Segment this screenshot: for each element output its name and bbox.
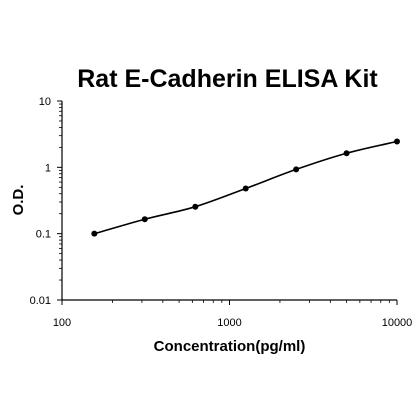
data-point	[343, 150, 350, 157]
data-point	[91, 230, 98, 237]
y-tick-label: 1	[45, 162, 51, 174]
y-tick-label: 10	[39, 96, 51, 108]
data-point	[293, 166, 300, 173]
x-axis-label: Concentration(pg/ml)	[153, 338, 306, 355]
x-tick-label: 10000	[382, 317, 413, 329]
y-tick-label: 0.1	[36, 229, 51, 241]
data-point	[242, 185, 249, 192]
y-tick-label: 0.01	[30, 295, 51, 307]
x-tick-label: 100	[53, 317, 71, 329]
data-point	[141, 216, 148, 223]
chart-title: Rat E-Cadherin ELISA Kit	[77, 65, 378, 93]
x-tick-label: 1000	[217, 317, 241, 329]
data-point	[394, 138, 400, 145]
data-point	[192, 203, 199, 210]
